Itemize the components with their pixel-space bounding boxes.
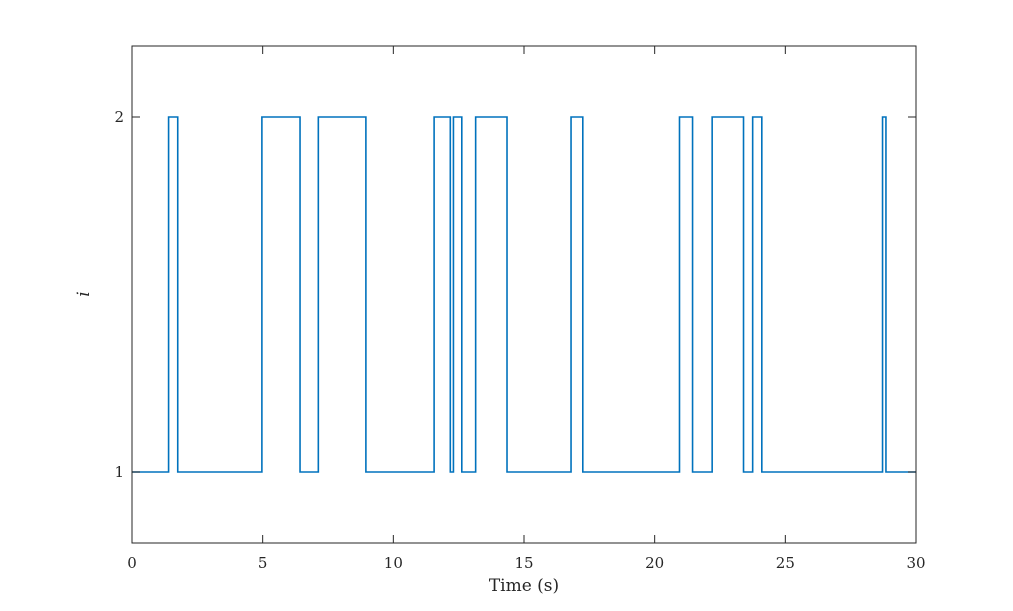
plot-frame xyxy=(131,45,917,544)
y-axis-label: i xyxy=(74,291,94,296)
x-tick-label-2: 10 xyxy=(384,554,403,572)
x-tick-label-6: 30 xyxy=(906,554,925,572)
y-tick-label-0: 1 xyxy=(114,463,124,481)
x-tick-label-1: 5 xyxy=(258,554,268,572)
x-tick-labels: 0 5 10 15 20 25 30 xyxy=(127,554,925,572)
x-tick-label-5: 25 xyxy=(776,554,795,572)
x-tick-label-3: 15 xyxy=(514,554,533,572)
series-layer xyxy=(132,116,916,473)
x-axis-label: Time (s) xyxy=(489,576,559,596)
x-tick-label-0: 0 xyxy=(127,554,137,572)
y-tick-label-1: 2 xyxy=(114,108,124,126)
series-line-0 xyxy=(132,116,916,473)
x-tick-label-4: 20 xyxy=(645,554,664,572)
y-tick-labels: 12 xyxy=(114,108,124,481)
plot-background xyxy=(132,46,916,543)
